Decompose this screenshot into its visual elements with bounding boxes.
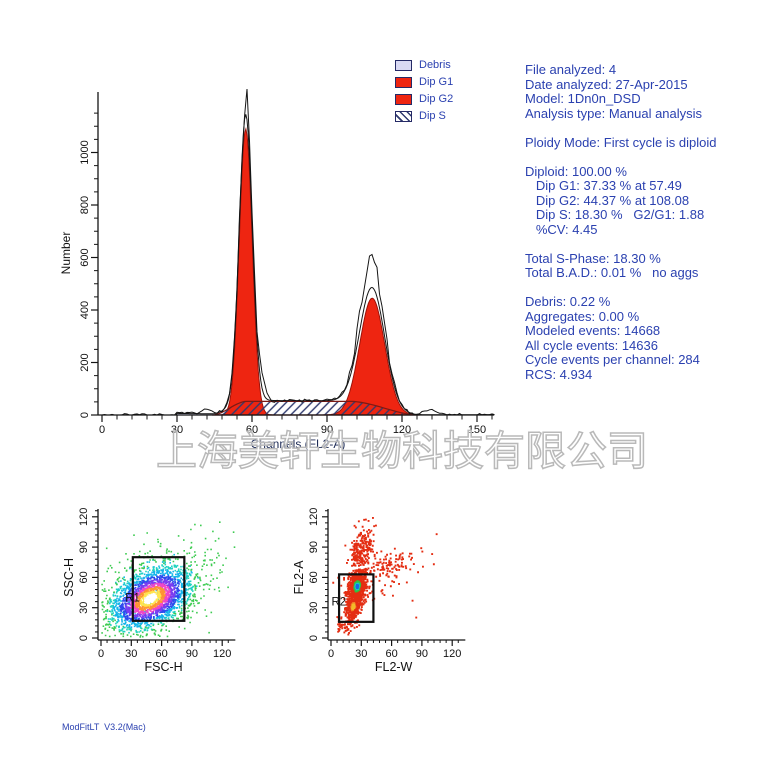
tick-label: 60 <box>78 571 90 583</box>
model-fit-curve <box>102 114 495 416</box>
legend-item: Dip S <box>395 108 453 125</box>
legend-swatch-red <box>395 77 412 88</box>
stats-line: Model: 1Dn0n_DSD <box>525 91 641 106</box>
tick-label: 60 <box>385 648 397 660</box>
tick-label: 120 <box>393 424 411 436</box>
analysis-stats-panel: File analyzed: 4 Date analyzed: 27-Apr-20… <box>525 62 717 397</box>
dip-g2-peak <box>319 297 425 416</box>
tick-label: 90 <box>416 648 428 660</box>
tick-label: 0 <box>98 648 104 660</box>
tick-label: 400 <box>79 301 91 319</box>
legend-label: Debris <box>419 59 451 71</box>
stats-line: Total B.A.D.: 0.01 % no aggs <box>525 265 699 280</box>
y-axis-label: FL2-A <box>292 560 306 595</box>
tick-label: 30 <box>78 602 90 614</box>
stats-line: Dip G2: 44.37 % at 108.08 <box>525 192 690 208</box>
scatter-points <box>144 592 158 605</box>
dna-histogram: 0 30 60 90 120 150 0 200 400 600 800 1000 Channels (… <box>59 88 495 451</box>
histogram-legend: Debris Dip G1 Dip G2 Dip S <box>395 57 453 125</box>
stats-line: File analyzed: 4 <box>525 62 617 77</box>
scatter-points <box>332 517 438 636</box>
legend-item: Debris <box>395 57 453 74</box>
tick-label: 800 <box>79 196 91 214</box>
scatter-points <box>106 563 194 634</box>
scatter-points <box>112 569 188 628</box>
tick-label: 90 <box>308 541 320 553</box>
dip-s-area <box>211 400 420 416</box>
stats-line: Modeled events: 14668 <box>525 323 661 338</box>
stats-line: Total S-Phase: 18.30 % <box>525 250 661 266</box>
stats-line: Ploidy Mode: First cycle is diploid <box>525 134 717 150</box>
stats-line: All cycle events: 14636 <box>525 337 658 353</box>
raw-data-curve <box>101 88 495 416</box>
x-axis-label: FL2-W <box>375 660 413 674</box>
gate-r1[interactable] <box>131 556 186 622</box>
tick-label: 30 <box>355 648 367 660</box>
legend-label: Dip G1 <box>419 76 454 88</box>
scatter-points <box>351 603 356 611</box>
legend-swatch-hatch <box>395 111 412 122</box>
y-axis-label: Number <box>59 232 73 275</box>
stats-line: Date analyzed: 27-Apr-2015 <box>525 76 688 92</box>
x-axis-label: Channels (FL2-A) <box>251 437 346 451</box>
stats-line: Analysis type: Manual analysis <box>525 105 703 121</box>
legend-label: Dip S <box>419 110 446 122</box>
tick-label: 200 <box>79 353 91 371</box>
tick-label: 0 <box>99 424 105 436</box>
tick-label: 90 <box>78 541 90 553</box>
tick-label: 30 <box>171 424 183 436</box>
tick-label: 0 <box>328 648 334 660</box>
scatter-points <box>355 584 360 589</box>
tick-label: 120 <box>308 508 320 526</box>
tick-label: 90 <box>186 648 198 660</box>
tick-label: 600 <box>79 248 91 266</box>
stats-line: RCS: 4.934 <box>525 366 593 382</box>
legend-swatch-debris <box>395 60 412 71</box>
stats-line: Aggregates: 0.00 % <box>525 308 640 324</box>
tick-label: 60 <box>246 424 258 436</box>
stats-line: Cycle events per channel: 284 <box>525 352 700 367</box>
tick-label: 60 <box>155 648 167 660</box>
tick-label: 120 <box>78 508 90 526</box>
tick-label: 0 <box>78 635 90 641</box>
scatter-points <box>130 582 171 615</box>
legend-item: Dip G1 <box>395 74 453 91</box>
tick-label: 90 <box>321 424 333 436</box>
tick-label: 0 <box>79 412 91 418</box>
stats-line: Diploid: 100.00 % <box>525 163 627 179</box>
legend-label: Dip G2 <box>419 93 454 105</box>
scatter-points <box>125 578 176 619</box>
tick-label: 30 <box>125 648 137 660</box>
tick-label: 30 <box>308 602 320 614</box>
y-axis-label: SSC-H <box>62 558 76 597</box>
dip-g1-peak <box>218 127 274 416</box>
stats-line: %CV: 4.45 <box>525 221 598 237</box>
legend-swatch-red <box>395 94 412 105</box>
fsc-ssc-density-plot: 0 30 60 90 120 0 30 60 90 120 FSC-H SSC-H R1 <box>62 508 236 674</box>
tick-label: 120 <box>443 648 461 660</box>
legend-item: Dip G2 <box>395 91 453 108</box>
gate-r2[interactable] <box>337 573 375 623</box>
stats-line: Dip S: 18.30 % G2/G1: 1.88 <box>525 207 705 222</box>
app-version-label: ModFitLT V3.2(Mac) <box>62 722 146 732</box>
tick-label: 0 <box>308 635 320 641</box>
tick-label: 150 <box>468 424 486 436</box>
tick-label: 1000 <box>79 140 91 164</box>
scatter-points <box>119 574 181 623</box>
scatter-points <box>134 586 166 611</box>
x-axis-label: FSC-H <box>145 660 183 674</box>
tick-label: 60 <box>308 571 320 583</box>
fl2w-fl2a-plot: 0 30 60 90 120 0 30 60 90 120 FL2-W FL2-A R2 <box>292 508 466 674</box>
stats-line: Debris: 0.22 % <box>525 294 611 309</box>
tick-label: 120 <box>213 648 231 660</box>
stats-line: Dip G1: 37.33 % at 57.49 <box>525 178 682 193</box>
gate-label-r1: R1 <box>125 593 140 605</box>
gate-label-r2: R2 <box>332 597 347 609</box>
watermark: 上海美轩生物科技有限公司 <box>155 427 649 475</box>
